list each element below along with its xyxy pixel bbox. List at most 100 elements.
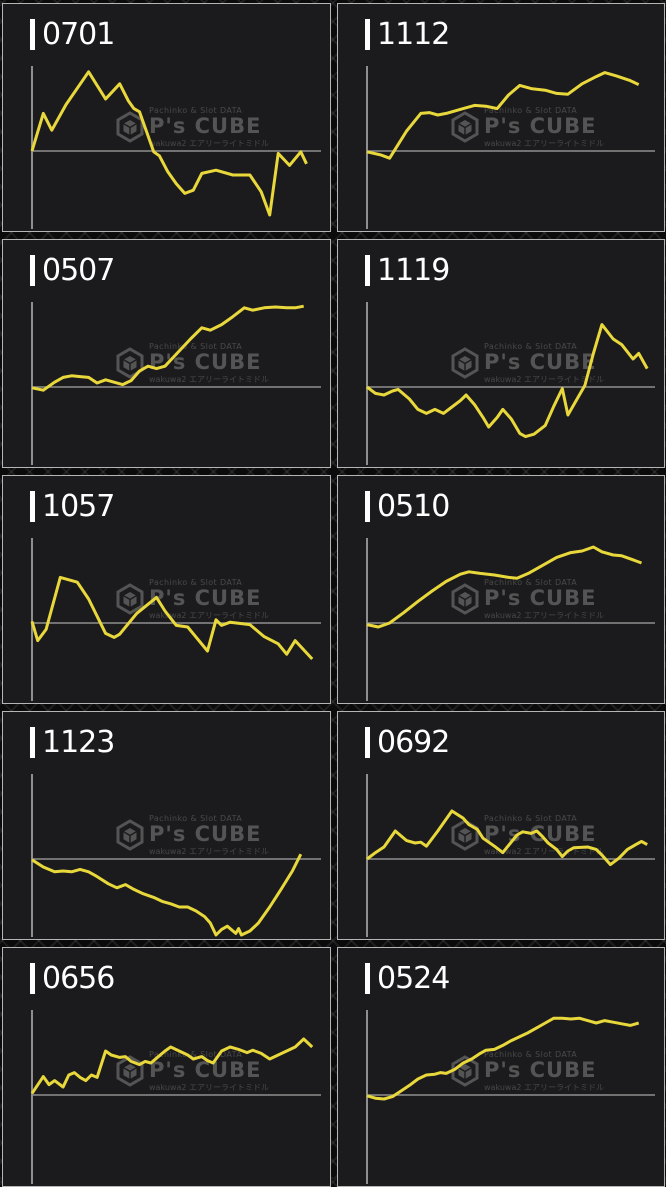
machine-panel[interactable]: Pachinko & Slot DATA P's CUBE wakuwa2 エア… [2, 947, 331, 1187]
watermark: Pachinko & Slot DATA P's CUBE wakuwa2 エア… [449, 1050, 604, 1093]
watermark-text-block: Pachinko & Slot DATA P's CUBE wakuwa2 エア… [484, 106, 604, 149]
label-marker-bar [30, 255, 35, 286]
watermark-brand: P's CUBE [149, 1058, 262, 1082]
machine-panel[interactable]: Pachinko & Slot DATA P's CUBE wakuwa2 エア… [2, 3, 331, 232]
slump-graph [30, 1010, 321, 1184]
watermark-top-text: Pachinko & Slot DATA [484, 814, 578, 823]
watermark-brand: P's CUBE [149, 822, 262, 846]
slump-graph [366, 538, 655, 701]
label-marker-bar [365, 727, 370, 758]
label-marker-bar [365, 491, 370, 522]
label-marker-bar [30, 491, 35, 522]
watermark-brand: P's CUBE [149, 586, 262, 610]
watermark-top-text: Pachinko & Slot DATA [149, 814, 243, 823]
machine-number-label: 0524 [365, 961, 450, 996]
slump-graph [30, 538, 321, 701]
watermark-top-text: Pachinko & Slot DATA [484, 106, 578, 115]
slump-graph [366, 302, 655, 465]
machine-panel[interactable]: Pachinko & Slot DATA P's CUBE wakuwa2 エア… [337, 239, 665, 468]
watermark-sub-text: wakuwa2 エアリーライトミドル [149, 847, 269, 857]
machine-panel[interactable]: Pachinko & Slot DATA P's CUBE wakuwa2 エア… [337, 475, 665, 704]
watermark-brand: P's CUBE [149, 350, 262, 374]
machine-number-label: 0701 [30, 17, 115, 52]
machine-number: 0524 [377, 961, 450, 996]
watermark-top-text: Pachinko & Slot DATA [149, 342, 243, 351]
slump-graph [366, 774, 655, 937]
watermark: Pachinko & Slot DATA P's CUBE wakuwa2 エア… [114, 1050, 269, 1093]
watermark-brand: P's CUBE [484, 586, 597, 610]
machine-panel[interactable]: Pachinko & Slot DATA P's CUBE wakuwa2 エア… [2, 711, 331, 940]
watermark-text-block: Pachinko & Slot DATA P's CUBE wakuwa2 エア… [149, 1050, 269, 1093]
machine-number-label: 1112 [365, 17, 450, 52]
watermark: Pachinko & Slot DATA P's CUBE wakuwa2 エア… [114, 342, 269, 385]
watermark-sub-text: wakuwa2 エアリーライトミドル [149, 375, 269, 385]
machine-number: 0507 [42, 253, 115, 288]
watermark-sub-text: wakuwa2 エアリーライトミドル [484, 139, 604, 149]
watermark: Pachinko & Slot DATA P's CUBE wakuwa2 エア… [114, 578, 269, 621]
ps-cube-logo-icon [116, 819, 144, 851]
machine-number-label: 0507 [30, 253, 115, 288]
label-marker-bar [365, 19, 370, 50]
watermark-brand: P's CUBE [484, 114, 597, 138]
watermark-text-block: Pachinko & Slot DATA P's CUBE wakuwa2 エア… [149, 578, 269, 621]
machine-number: 0656 [42, 961, 115, 996]
watermark-text-block: Pachinko & Slot DATA P's CUBE wakuwa2 エア… [149, 814, 269, 857]
machine-number-label: 1123 [30, 725, 115, 760]
slump-graph [366, 1010, 655, 1184]
watermark: Pachinko & Slot DATA P's CUBE wakuwa2 エア… [449, 578, 604, 621]
machine-number: 1123 [42, 725, 115, 760]
ps-cube-logo-icon [451, 1055, 479, 1087]
watermark-text-block: Pachinko & Slot DATA P's CUBE wakuwa2 エア… [484, 578, 604, 621]
ps-cube-logo-icon [116, 583, 144, 615]
watermark-text-block: Pachinko & Slot DATA P's CUBE wakuwa2 エア… [149, 342, 269, 385]
label-marker-bar [30, 19, 35, 50]
watermark-sub-text: wakuwa2 エアリーライトミドル [484, 611, 604, 621]
label-marker-bar [365, 963, 370, 994]
machine-panel[interactable]: Pachinko & Slot DATA P's CUBE wakuwa2 エア… [2, 475, 331, 704]
machine-number-label: 1119 [365, 253, 450, 288]
machine-number-label: 0510 [365, 489, 450, 524]
slump-graph [31, 302, 321, 465]
watermark-top-text: Pachinko & Slot DATA [149, 578, 243, 587]
watermark-top-text: Pachinko & Slot DATA [149, 1050, 243, 1059]
machine-number: 1112 [377, 17, 450, 52]
ps-cube-logo-icon [116, 347, 144, 379]
watermark-text-block: Pachinko & Slot DATA P's CUBE wakuwa2 エア… [149, 106, 269, 149]
watermark-top-text: Pachinko & Slot DATA [484, 1050, 578, 1059]
watermark-brand: P's CUBE [484, 1058, 597, 1082]
watermark-top-text: Pachinko & Slot DATA [484, 342, 578, 351]
machine-panel[interactable]: Pachinko & Slot DATA P's CUBE wakuwa2 エア… [337, 3, 665, 232]
machine-number-label: 0692 [365, 725, 450, 760]
machine-panel[interactable]: Pachinko & Slot DATA P's CUBE wakuwa2 エア… [2, 239, 331, 468]
watermark-sub-text: wakuwa2 エアリーライトミドル [149, 1083, 269, 1093]
slump-graph [31, 774, 321, 937]
slump-graph [30, 66, 321, 229]
watermark-text-block: Pachinko & Slot DATA P's CUBE wakuwa2 エア… [484, 1050, 604, 1093]
watermark: Pachinko & Slot DATA P's CUBE wakuwa2 エア… [114, 814, 269, 857]
ps-cube-logo-icon [116, 111, 144, 143]
watermark-sub-text: wakuwa2 エアリーライトミドル [149, 139, 269, 149]
watermark-brand: P's CUBE [149, 114, 262, 138]
machine-panel[interactable]: Pachinko & Slot DATA P's CUBE wakuwa2 エア… [337, 947, 665, 1187]
watermark-sub-text: wakuwa2 エアリーライトミドル [149, 611, 269, 621]
ps-cube-logo-icon [451, 111, 479, 143]
watermark-sub-text: wakuwa2 エアリーライトミドル [484, 847, 604, 857]
watermark-top-text: Pachinko & Slot DATA [484, 578, 578, 587]
machine-number: 0701 [42, 17, 115, 52]
machine-number: 1119 [377, 253, 450, 288]
label-marker-bar [365, 255, 370, 286]
watermark: Pachinko & Slot DATA P's CUBE wakuwa2 エア… [449, 342, 604, 385]
machine-number-label: 1057 [30, 489, 115, 524]
machine-number-label: 0656 [30, 961, 115, 996]
ps-cube-logo-icon [451, 347, 479, 379]
watermark-text-block: Pachinko & Slot DATA P's CUBE wakuwa2 エア… [484, 342, 604, 385]
watermark-sub-text: wakuwa2 エアリーライトミドル [484, 375, 604, 385]
slump-graph [366, 66, 655, 229]
watermark-brand: P's CUBE [484, 350, 597, 374]
watermark-sub-text: wakuwa2 エアリーライトミドル [484, 1083, 604, 1093]
machine-number: 0510 [377, 489, 450, 524]
machine-number: 1057 [42, 489, 115, 524]
machine-number: 0692 [377, 725, 450, 760]
machine-panel[interactable]: Pachinko & Slot DATA P's CUBE wakuwa2 エア… [337, 711, 665, 940]
